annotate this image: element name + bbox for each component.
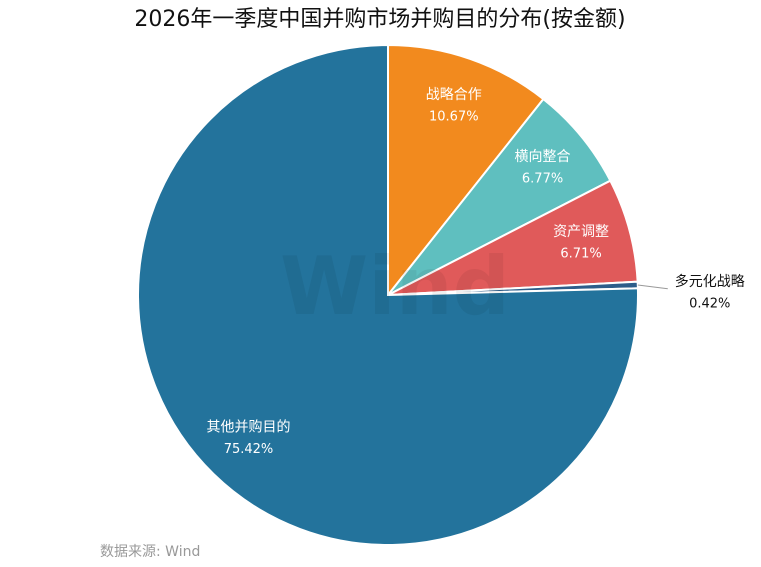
slice-label: 其他并购目的 xyxy=(206,419,290,435)
value-label: 10.67% xyxy=(429,110,479,125)
pie-slice xyxy=(387,43,545,298)
slice-label: 资产调整 xyxy=(553,224,609,240)
pie-slice xyxy=(387,97,612,296)
pie-slice xyxy=(387,179,639,296)
slice-label: 多元化战略 xyxy=(675,273,745,290)
source-note: 数据来源: Wind xyxy=(100,544,200,560)
pie-slice xyxy=(137,43,639,546)
value-label: 0.42% xyxy=(689,296,730,311)
leader-line xyxy=(637,284,668,290)
value-label: 75.42% xyxy=(224,442,274,457)
slice-label: 战略合作 xyxy=(426,87,482,103)
watermark: Wind xyxy=(280,240,510,333)
value-label: 6.71% xyxy=(560,246,601,261)
value-label: 6.77% xyxy=(522,172,563,187)
pie: 战略合作 10.67% 横向整合 6.77% 资产调整 6.71% 多元化战略 0.42% 其他… xyxy=(137,43,745,546)
slice-label: 横向整合 xyxy=(515,149,571,165)
chart-title: 2026年一季度中国并购市场并购目的分布(按金额) xyxy=(134,7,625,32)
